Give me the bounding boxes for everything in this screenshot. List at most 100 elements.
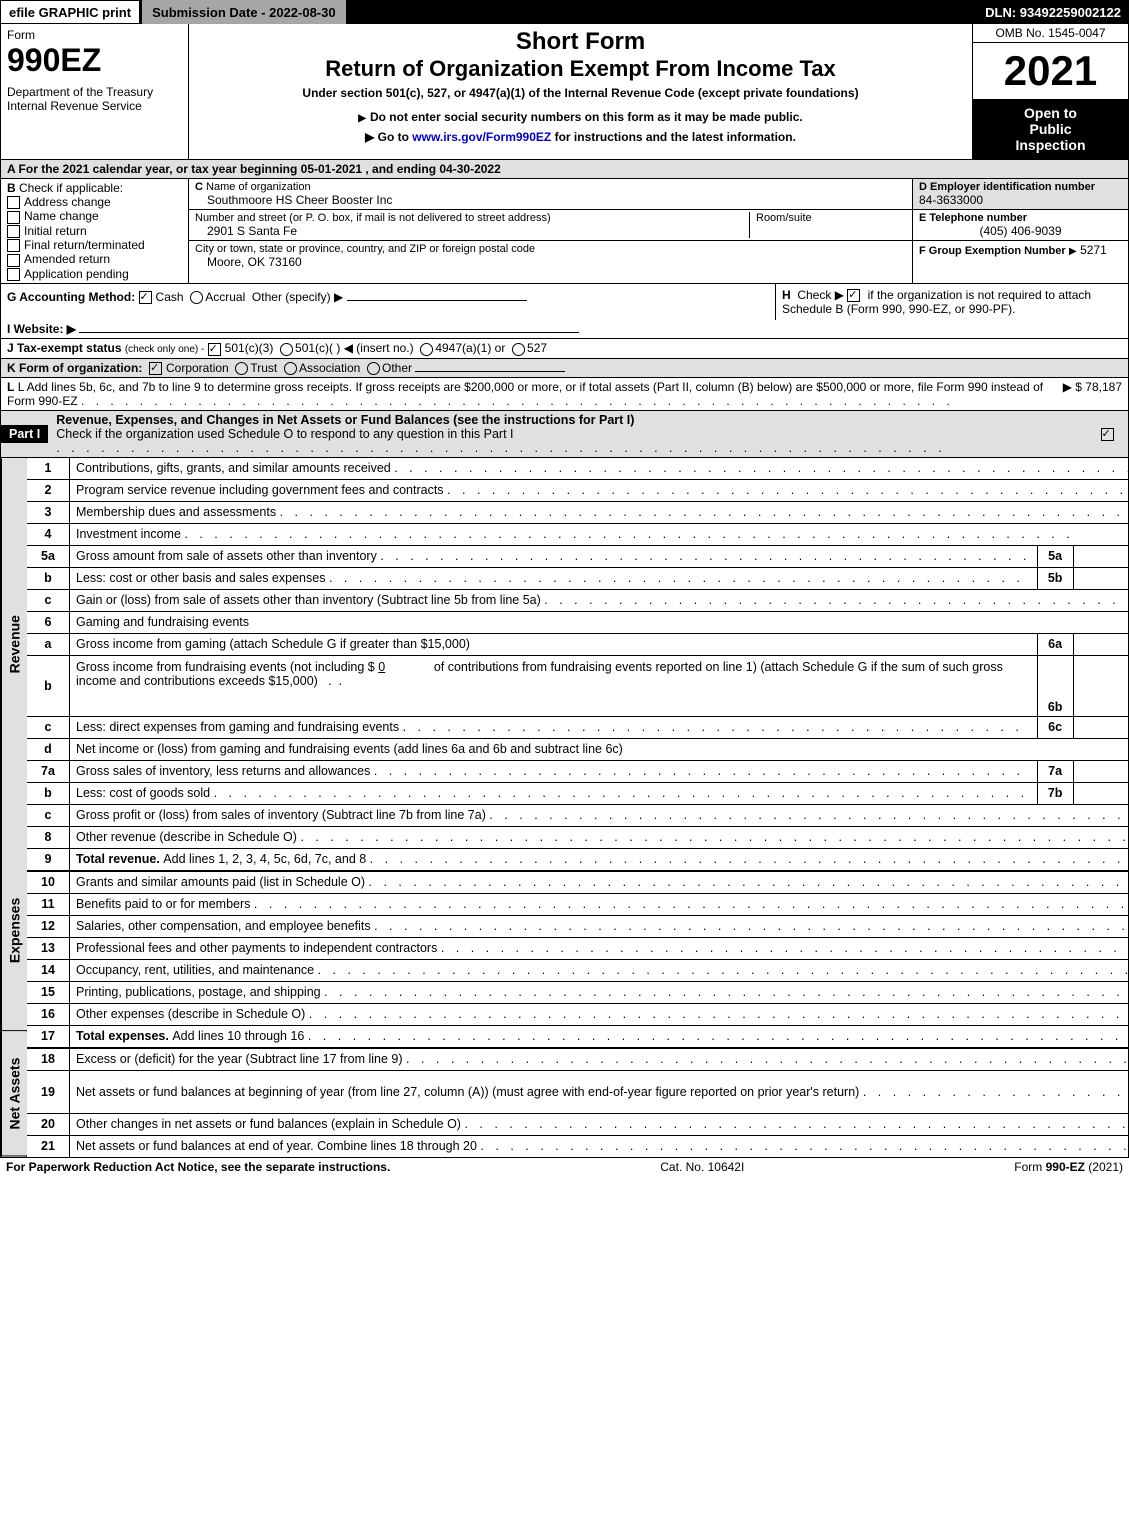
line-7b: b Less: cost of goods sold 7b 0 bbox=[27, 783, 1129, 805]
k-label: K Form of organization: bbox=[7, 361, 142, 375]
h-label: H bbox=[782, 288, 791, 302]
line-2: 2 Program service revenue including gove… bbox=[27, 480, 1129, 502]
line-7c: c Gross profit or (loss) from sales of i… bbox=[27, 805, 1129, 827]
line-21-desc: Net assets or fund balances at end of ye… bbox=[76, 1139, 477, 1153]
room-label: Room/suite bbox=[756, 212, 906, 224]
chk-address-change[interactable] bbox=[7, 196, 20, 209]
line-9-desc: Total revenue. bbox=[76, 852, 160, 866]
org-name: Southmoore HS Cheer Booster Inc bbox=[195, 193, 906, 207]
line-17: 17 Total expenses. Add lines 10 through … bbox=[27, 1026, 1129, 1049]
chk-name-change[interactable] bbox=[7, 211, 20, 224]
line-7a-snum: 7a bbox=[1037, 761, 1074, 782]
part1-header-row: Part I Revenue, Expenses, and Changes in… bbox=[1, 411, 1128, 458]
phone-label: E Telephone number bbox=[919, 212, 1122, 224]
irs-label: Internal Revenue Service bbox=[7, 99, 182, 113]
col-b: B Check if applicable: Address change Na… bbox=[1, 179, 189, 283]
line-11-desc: Benefits paid to or for members bbox=[76, 897, 250, 911]
opt-trust: Trust bbox=[250, 361, 277, 375]
chk-amended[interactable] bbox=[7, 254, 20, 267]
chk-cash[interactable] bbox=[139, 291, 152, 304]
line-16: 16 Other expenses (describe in Schedule … bbox=[27, 1004, 1129, 1026]
row-k: K Form of organization: Corporation Trus… bbox=[1, 359, 1128, 378]
opt-address-change: Address change bbox=[24, 195, 111, 209]
line-4-desc: Investment income bbox=[76, 527, 181, 541]
footer-center: Cat. No. 10642I bbox=[660, 1160, 744, 1174]
line-1-num: 1 bbox=[27, 458, 70, 479]
col-d: D Employer identification number 84-3633… bbox=[912, 179, 1128, 283]
line-7c-desc: Gross profit or (loss) from sales of inv… bbox=[76, 808, 486, 822]
chk-527[interactable] bbox=[512, 343, 525, 356]
opt-amended: Amended return bbox=[24, 252, 110, 266]
chk-app-pending[interactable] bbox=[7, 268, 20, 281]
line-6a-desc: Gross income from gaming (attach Schedul… bbox=[76, 637, 470, 651]
line-6c-desc: Less: direct expenses from gaming and fu… bbox=[76, 720, 399, 734]
dept-label: Department of the Treasury bbox=[7, 85, 182, 99]
part1-body: Revenue Expenses Net Assets 1 Contributi… bbox=[1, 458, 1128, 1157]
group-arrow bbox=[1069, 243, 1077, 257]
line-3-desc: Membership dues and assessments bbox=[76, 505, 276, 519]
opt-assoc: Association bbox=[299, 361, 360, 375]
line-9: 9 Total revenue. Add lines 1, 2, 3, 4, 5… bbox=[27, 849, 1129, 872]
chk-corp[interactable] bbox=[149, 362, 162, 375]
side-netassets: Net Assets bbox=[1, 1031, 27, 1156]
row-gh: G Accounting Method: Cash Accrual Other … bbox=[1, 284, 1128, 320]
chk-other[interactable] bbox=[367, 362, 380, 375]
opt-527: 527 bbox=[527, 341, 547, 355]
line-1: 1 Contributions, gifts, grants, and simi… bbox=[27, 458, 1129, 480]
line-6b-desc1: Gross income from fundraising events (no… bbox=[76, 660, 375, 674]
form-number: 990EZ bbox=[7, 42, 182, 79]
line-7a: 7a Gross sales of inventory, less return… bbox=[27, 761, 1129, 783]
form-label: Form bbox=[7, 28, 182, 42]
opt-501c-note: ◀ (insert no.) bbox=[344, 341, 414, 355]
opt-final-return: Final return/terminated bbox=[24, 238, 145, 252]
line-19: 19 Net assets or fund balances at beginn… bbox=[27, 1071, 1129, 1114]
line-2-desc: Program service revenue including govern… bbox=[76, 483, 444, 497]
line-5c: c Gain or (loss) from sale of assets oth… bbox=[27, 590, 1129, 612]
line-15: 15 Printing, publications, postage, and … bbox=[27, 982, 1129, 1004]
side-revenue: Revenue bbox=[1, 458, 27, 831]
irs-link[interactable]: www.irs.gov/Form990EZ bbox=[412, 130, 551, 144]
opt-app-pending: Application pending bbox=[24, 267, 129, 281]
opt-4947: 4947(a)(1) or bbox=[435, 341, 505, 355]
chk-initial-return[interactable] bbox=[7, 225, 20, 238]
line-6a-snum: 6a bbox=[1037, 634, 1074, 655]
chk-final-return[interactable] bbox=[7, 239, 20, 252]
chk-trust[interactable] bbox=[235, 362, 248, 375]
g-label: G Accounting Method: bbox=[7, 290, 135, 304]
line-5a-snum: 5a bbox=[1037, 546, 1074, 567]
opt-name-change: Name change bbox=[24, 209, 99, 223]
line-5b-desc: Less: cost or other basis and sales expe… bbox=[76, 571, 325, 585]
line-14: 14 Occupancy, rent, utilities, and maint… bbox=[27, 960, 1129, 982]
line-7b-sval: 0 bbox=[1074, 783, 1129, 804]
j-label: J Tax-exempt status bbox=[7, 341, 122, 355]
line-12-desc: Salaries, other compensation, and employ… bbox=[76, 919, 371, 933]
tax-year: 2021 bbox=[973, 43, 1128, 99]
form-header: Form 990EZ Department of the Treasury In… bbox=[1, 24, 1128, 160]
i-label: I Website: ▶ bbox=[7, 322, 76, 336]
chk-accrual[interactable] bbox=[190, 291, 203, 304]
line-13-desc: Professional fees and other payments to … bbox=[76, 941, 437, 955]
footer-right-pre: Form bbox=[1014, 1160, 1045, 1174]
row-i: I Website: ▶ bbox=[1, 320, 1128, 339]
chk-h[interactable] bbox=[847, 289, 860, 302]
chk-part1-schedo[interactable] bbox=[1101, 428, 1114, 441]
part1-check-note: Check if the organization used Schedule … bbox=[56, 427, 513, 441]
chk-501c3[interactable] bbox=[208, 343, 221, 356]
line-7b-desc: Less: cost of goods sold bbox=[76, 786, 210, 800]
chk-501c[interactable] bbox=[280, 343, 293, 356]
line-19-desc: Net assets or fund balances at beginning… bbox=[76, 1085, 859, 1099]
line-5c-desc: Gain or (loss) from sale of assets other… bbox=[76, 593, 541, 607]
header-left: Form 990EZ Department of the Treasury In… bbox=[1, 24, 189, 159]
footer-right-post: (2021) bbox=[1085, 1160, 1123, 1174]
city-value: Moore, OK 73160 bbox=[195, 255, 906, 269]
opt-501c3: 501(c)(3) bbox=[225, 341, 274, 355]
efile-print-label: efile GRAPHIC print bbox=[0, 0, 140, 24]
line-10: 10 Grants and similar amounts paid (list… bbox=[27, 872, 1129, 894]
line-7b-snum: 7b bbox=[1037, 783, 1074, 804]
line-5a-desc: Gross amount from sale of assets other t… bbox=[76, 549, 377, 563]
chk-assoc[interactable] bbox=[284, 362, 297, 375]
ein-label: D Employer identification number bbox=[919, 181, 1122, 193]
line-18: 18 Excess or (deficit) for the year (Sub… bbox=[27, 1049, 1129, 1071]
line-5a-sval: 0 bbox=[1074, 546, 1129, 567]
chk-4947[interactable] bbox=[420, 343, 433, 356]
